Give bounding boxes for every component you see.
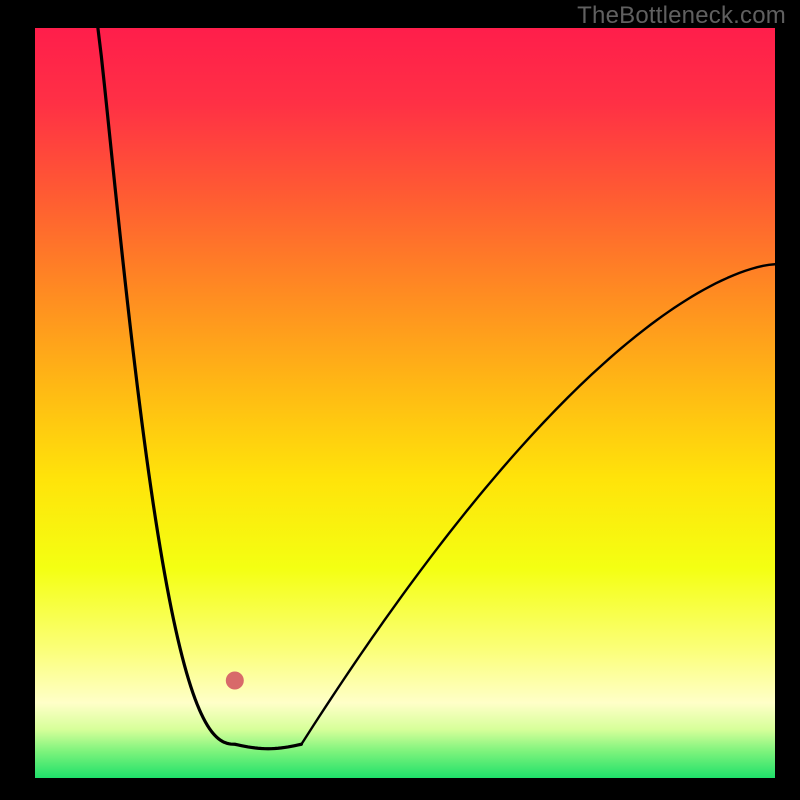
gradient-background [35,28,775,778]
plot-area [35,28,775,778]
bottleneck-chart [35,28,775,778]
watermark-label: TheBottleneck.com [577,2,786,30]
valley-highlight-dot [226,672,244,690]
stage: TheBottleneck.com [0,0,800,800]
